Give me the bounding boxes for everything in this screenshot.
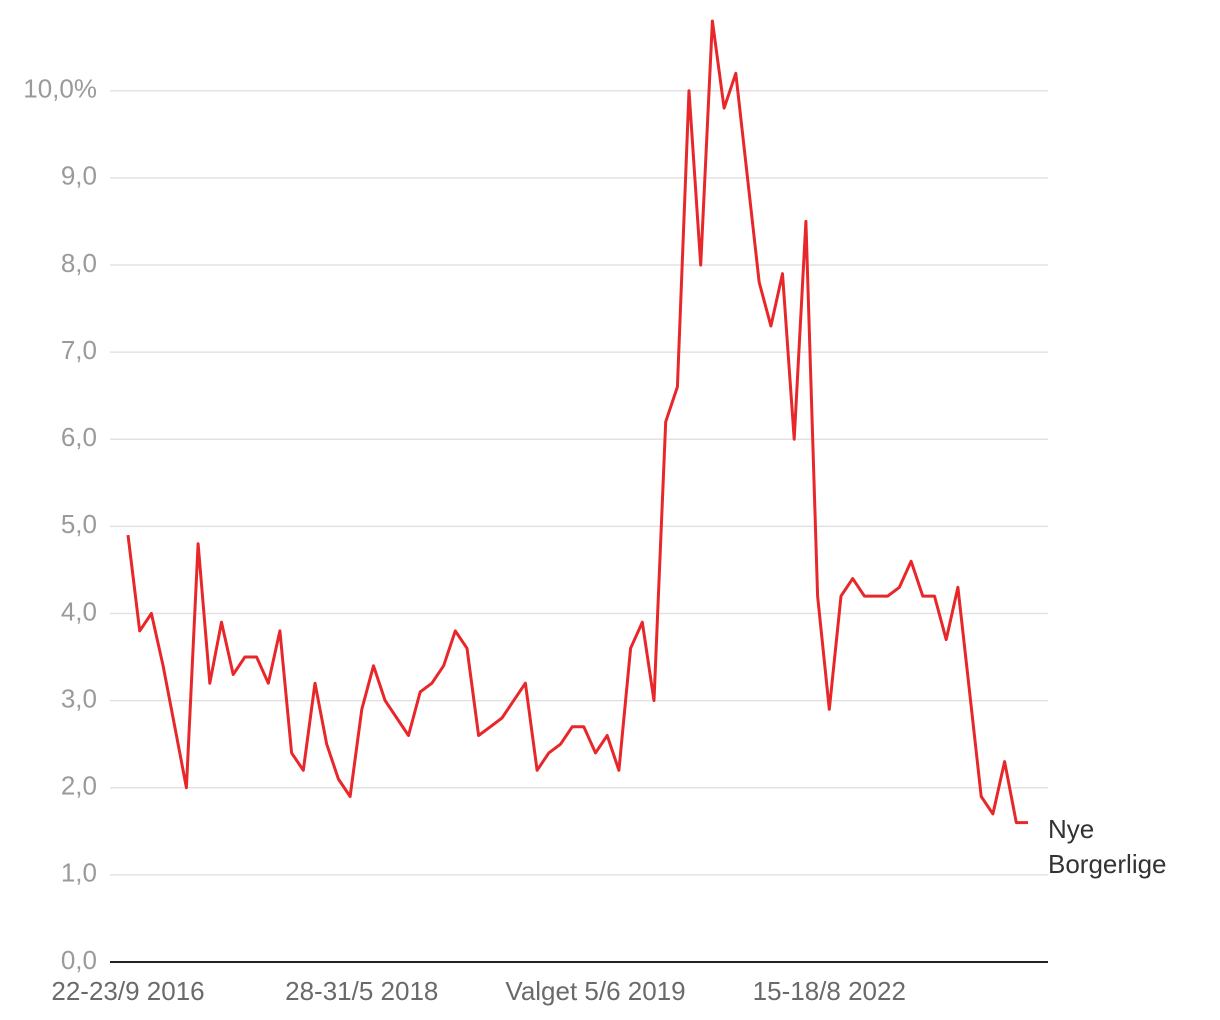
y-tick-label: 5,0 <box>61 509 97 539</box>
series-label: Nye Borgerlige <box>1048 814 1167 879</box>
y-tick-label: 8,0 <box>61 248 97 278</box>
x-tick-label: 28-31/5 2018 <box>285 976 438 1006</box>
y-tick-label: 10,0% <box>23 74 97 104</box>
x-tick-label: 22-23/9 2016 <box>51 976 204 1006</box>
line <box>126 19 1028 825</box>
y-tick-label: 9,0 <box>61 161 97 191</box>
x-tick-label: Valget 5/6 2019 <box>505 976 685 1006</box>
x-tick-label: 15-18/8 2022 <box>753 976 906 1006</box>
y-tick-label: 2,0 <box>61 771 97 801</box>
y-tick-label: 3,0 <box>61 683 97 713</box>
y-tick-label: 1,0 <box>61 858 97 888</box>
y-tick-label: 6,0 <box>61 422 97 452</box>
y-tick-label: 4,0 <box>61 596 97 626</box>
y-tick-label: 0,0 <box>61 945 97 975</box>
y-tick-label: 7,0 <box>61 335 97 365</box>
